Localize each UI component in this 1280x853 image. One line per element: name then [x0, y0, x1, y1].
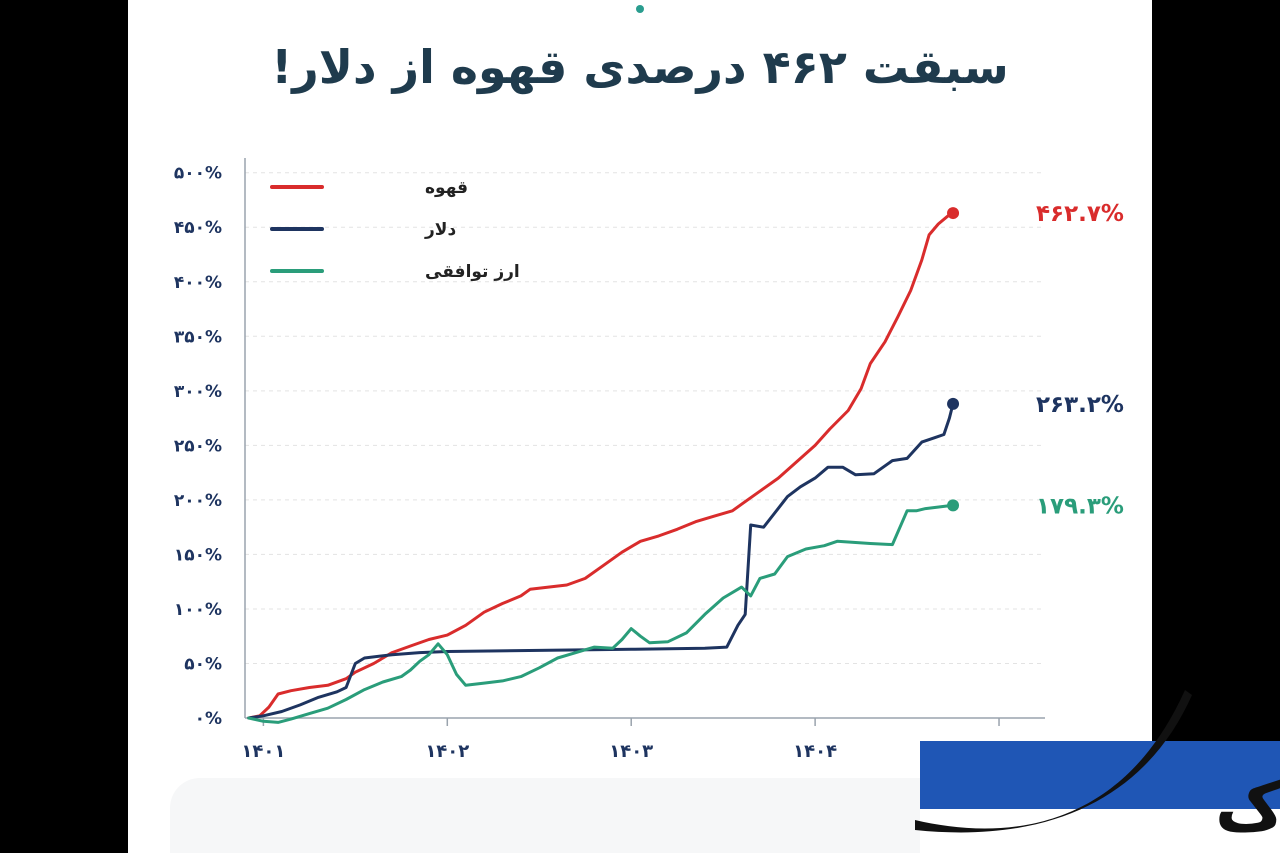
- series-lines: [247, 207, 960, 724]
- y-tick-labels: ۰% ۵۰% ۱۰۰% ۱۵۰% ۲۰۰% ۲۵۰% ۳۰۰% ۳۵۰% ۴۰۰% ۴۵۰% ۵۰۰…: [174, 164, 222, 729]
- y-tick-label: ۲۵۰%: [174, 436, 222, 456]
- series-end-label-0: ۴۶۲.۷%: [1036, 201, 1124, 227]
- end-labels: ۴۶۲.۷% ۲۶۳.۲% ۱۷۹.۳%: [1036, 201, 1124, 519]
- x-tick-label: ۱۴۰۱: [241, 741, 285, 762]
- y-tick-label: ۰%: [195, 709, 222, 729]
- series-end-point-1: [947, 397, 960, 410]
- series-line-1: [247, 402, 955, 720]
- y-tick-label: ۲۰۰%: [174, 491, 222, 511]
- chart-title: سبقت ۴۶۲ درصدی قهوه از دلار!: [271, 40, 1009, 94]
- series-line-2: [247, 503, 955, 724]
- y-tick-label: ۳۰۰%: [174, 382, 222, 402]
- y-tick-label: ۱۰۰%: [174, 600, 222, 620]
- legend: قهوه دلار ارز توافقی: [270, 178, 520, 282]
- y-tick-label: ۴۵۰%: [174, 218, 222, 238]
- legend-label-1: دلار: [424, 220, 456, 240]
- x-tick-label: ۱۴۰۳: [609, 741, 653, 762]
- page-indicator-dot: [636, 5, 644, 13]
- y-tick-label: ۴۰۰%: [174, 273, 222, 293]
- series-end-label-1: ۲۶۳.۲%: [1036, 392, 1124, 418]
- y-tick-label: ۵۰۰%: [174, 164, 222, 184]
- legend-label-0: قهوه: [425, 178, 468, 198]
- series-end-point-0: [947, 207, 960, 220]
- y-tick-label: ۵۰%: [184, 654, 222, 674]
- x-tick-labels: ۱۴۰۱ ۱۴۰۲ ۱۴۰۳ ۱۴۰۴: [241, 741, 837, 762]
- y-tick-label: ۱۵۰%: [174, 545, 222, 565]
- x-tick-label: ۱۴۰۲: [425, 741, 469, 762]
- chart-card: [128, 0, 1152, 853]
- series-end-point-2: [947, 499, 960, 512]
- logo-brand-text: تابناک: [1215, 768, 1280, 847]
- grid-lines: [245, 172, 1045, 664]
- x-tick-label: ۱۴۰۴: [793, 741, 837, 762]
- y-tick-label: ۳۵۰%: [174, 327, 222, 347]
- series-end-label-2: ۱۷۹.۳%: [1036, 493, 1124, 519]
- legend-label-2: ارز توافقی: [425, 262, 520, 282]
